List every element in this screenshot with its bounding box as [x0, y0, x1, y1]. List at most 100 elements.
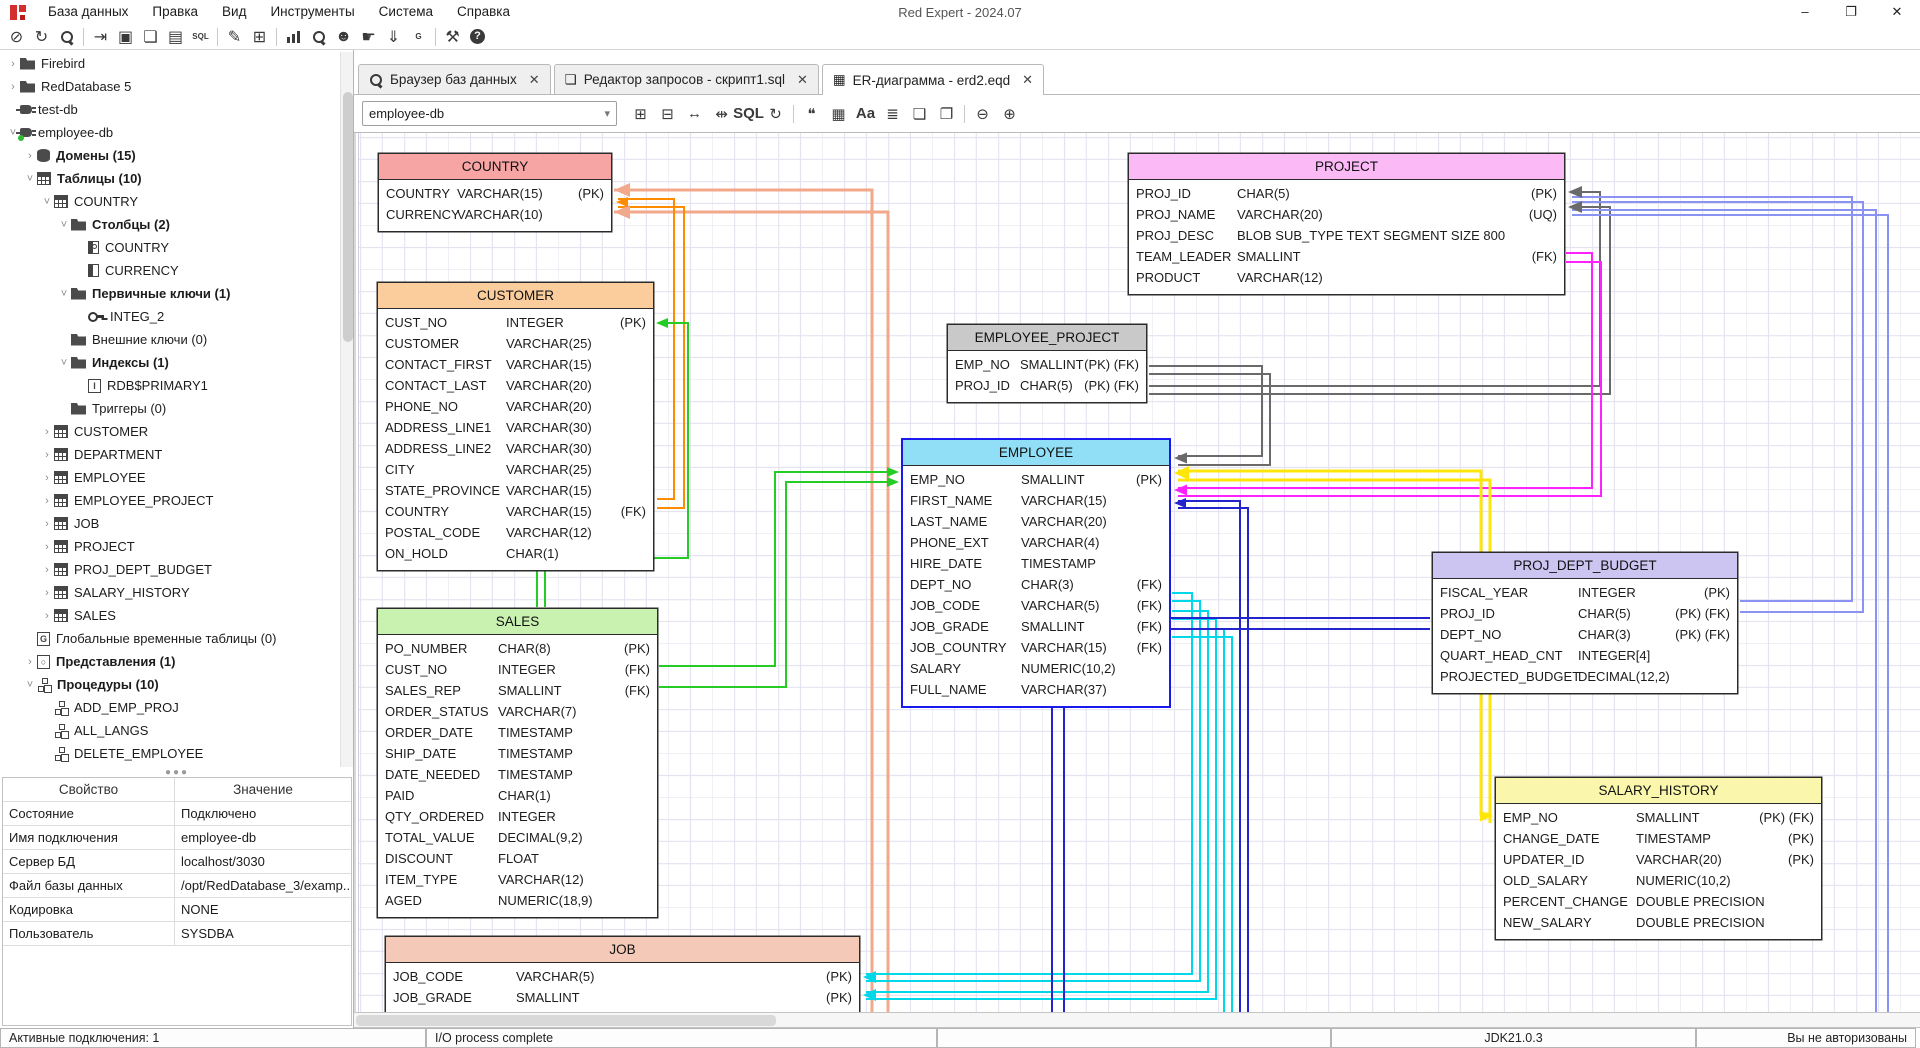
- canvas-horizontal-scrollbar[interactable]: [354, 1012, 1920, 1028]
- tree-item-представления-1[interactable]: ›○Представления (1): [0, 650, 340, 673]
- erd-table-title[interactable]: SALES: [378, 609, 657, 635]
- tree-item-integ-2[interactable]: INTEG_2: [0, 305, 340, 328]
- restore-button[interactable]: ❐: [1828, 0, 1874, 24]
- tree-item-столбцы-2[interactable]: ˅Столбцы (2): [0, 213, 340, 236]
- erd-table-title[interactable]: CUSTOMER: [378, 283, 653, 309]
- edit-script-icon[interactable]: ✎: [222, 26, 247, 48]
- zoom-out-icon[interactable]: ⊖: [970, 103, 995, 125]
- wrench-icon[interactable]: ⚒: [440, 26, 465, 48]
- tree-item-employee-project[interactable]: ›EMPLOYEE_PROJECT: [0, 489, 340, 512]
- chevron-down-icon[interactable]: ˅: [23, 173, 37, 185]
- tab-er-диаграмма-erd2-eqd[interactable]: ▦ER-диаграмма - erd2.eqd✕: [822, 64, 1044, 95]
- erd-table-employee-project[interactable]: EMPLOYEE_PROJECTEMP_NOSMALLINT(PK) (FK)P…: [947, 324, 1147, 403]
- help-icon[interactable]: ?: [465, 26, 490, 48]
- tree-item-глобальные-временные-таблицы-0[interactable]: GГлобальные временные таблицы (0): [0, 627, 340, 650]
- bring-front-icon[interactable]: ❏: [907, 103, 932, 125]
- tab-close-icon[interactable]: ✕: [797, 72, 808, 88]
- erd-table-job[interactable]: JOBJOB_CODEVARCHAR(5)(PK)JOB_GRADESMALLI…: [385, 936, 860, 1012]
- erd-table-title[interactable]: JOB: [386, 937, 859, 963]
- tree-item-внешние-ключи-0[interactable]: Внешние ключи (0): [0, 328, 340, 351]
- chevron-right-icon[interactable]: ›: [23, 656, 37, 668]
- db-refresh-icon[interactable]: ↻: [763, 103, 788, 125]
- tree-item-proj-dept-budget[interactable]: ›PROJ_DEPT_BUDGET: [0, 558, 340, 581]
- tree-item-триггеры-0[interactable]: Триггеры (0): [0, 397, 340, 420]
- tree-item-домены-15[interactable]: ›Домены (15): [0, 144, 340, 167]
- tree-item-country[interactable]: ˅COUNTRY: [0, 190, 340, 213]
- tree-item-currency[interactable]: CURRENCY: [0, 259, 340, 282]
- database-icon[interactable]: ▤: [163, 26, 188, 48]
- panel-splitter[interactable]: ●●●: [0, 767, 354, 777]
- chevron-right-icon[interactable]: ›: [40, 587, 54, 599]
- tree-scrollbar-thumb[interactable]: [343, 92, 353, 342]
- menu-система[interactable]: Система: [367, 0, 445, 24]
- chevron-right-icon[interactable]: ›: [40, 518, 54, 530]
- remove-table-icon[interactable]: ⊟: [655, 103, 680, 125]
- chart-icon[interactable]: [281, 26, 306, 48]
- tree-item-salary-history[interactable]: ›SALARY_HISTORY: [0, 581, 340, 604]
- menu-вид[interactable]: Вид: [210, 0, 258, 24]
- sql-script-icon[interactable]: SQL: [188, 26, 213, 48]
- connection-combo[interactable]: employee-db ▾: [362, 101, 617, 126]
- tree-item-job[interactable]: ›JOB: [0, 512, 340, 535]
- tree-item-project[interactable]: ›PROJECT: [0, 535, 340, 558]
- menu-инструменты[interactable]: Инструменты: [258, 0, 366, 24]
- text-icon[interactable]: Aa: [853, 103, 878, 125]
- new-database-icon[interactable]: ▣: [113, 26, 138, 48]
- erd-table-title[interactable]: EMPLOYEE_PROJECT: [948, 325, 1146, 351]
- menu-база-данных[interactable]: База данных: [36, 0, 140, 24]
- menu-справка[interactable]: Справка: [445, 0, 522, 24]
- generator-icon[interactable]: G: [406, 26, 431, 48]
- canvas-hscroll-thumb[interactable]: [356, 1015, 776, 1026]
- chevron-down-icon[interactable]: ˅: [23, 679, 37, 691]
- comment-icon[interactable]: ❝: [799, 103, 824, 125]
- erd-table-title[interactable]: PROJECT: [1129, 154, 1564, 180]
- export-icon[interactable]: ⇓: [381, 26, 406, 48]
- erd-table-customer[interactable]: CUSTOMERCUST_NOINTEGER(PK)CUSTOMERVARCHA…: [377, 282, 654, 571]
- tree-item-процедуры-10[interactable]: ˅Процедуры (10): [0, 673, 340, 696]
- chevron-right-icon[interactable]: ›: [40, 610, 54, 622]
- erd-table-project[interactable]: PROJECTPROJ_IDCHAR(5)(PK)PROJ_NAMEVARCHA…: [1128, 153, 1565, 295]
- grid-calc-icon[interactable]: ⊞: [247, 26, 272, 48]
- erd-table-title[interactable]: COUNTRY: [379, 154, 611, 180]
- add-table-icon[interactable]: ⊞: [628, 103, 653, 125]
- chevron-right-icon[interactable]: ›: [40, 449, 54, 461]
- tree-item-firebird[interactable]: ›Firebird: [0, 52, 340, 75]
- erd-table-sales[interactable]: SALESPO_NUMBERCHAR(8)(PK)CUST_NOINTEGER(…: [377, 608, 658, 918]
- chevron-right-icon[interactable]: ›: [23, 150, 37, 162]
- tree-item-delete-employee[interactable]: DELETE_EMPLOYEE: [0, 742, 340, 765]
- chevron-right-icon[interactable]: ›: [40, 541, 54, 553]
- chevron-right-icon[interactable]: ›: [40, 426, 54, 438]
- chevron-right-icon[interactable]: ›: [6, 81, 20, 93]
- disconnect-icon[interactable]: ⊘: [4, 26, 29, 48]
- sql-export-icon[interactable]: SQL: [736, 103, 761, 125]
- tree-item-employee[interactable]: ›EMPLOYEE: [0, 466, 340, 489]
- chevron-down-icon[interactable]: ˅: [57, 219, 71, 231]
- tab-браузер-баз-данных[interactable]: Браузер баз данных✕: [358, 64, 551, 94]
- tree-item-all-langs[interactable]: ALL_LANGS: [0, 719, 340, 742]
- new-script-icon[interactable]: ❏: [138, 26, 163, 48]
- fit-height-icon[interactable]: ⇹: [709, 103, 734, 125]
- erd-table-country[interactable]: COUNTRYCOUNTRYVARCHAR(15)(PK)CURRENCYVAR…: [378, 153, 612, 232]
- search-icon[interactable]: [54, 26, 79, 48]
- table-icon[interactable]: ▦: [826, 103, 851, 125]
- fit-width-icon[interactable]: ↔: [682, 103, 707, 125]
- erd-table-title[interactable]: EMPLOYEE: [903, 440, 1169, 466]
- send-back-icon[interactable]: ❐: [934, 103, 959, 125]
- tree-item-первичные-ключи-1[interactable]: ˅Первичные ключи (1): [0, 282, 340, 305]
- erd-table-employee[interactable]: EMPLOYEEEMP_NOSMALLINT(PK)FIRST_NAMEVARC…: [901, 438, 1171, 708]
- user-manager-icon[interactable]: ☻: [331, 26, 356, 48]
- chevron-right-icon[interactable]: ›: [40, 495, 54, 507]
- erd-canvas[interactable]: COUNTRYCOUNTRYVARCHAR(15)(PK)CURRENCYVAR…: [354, 132, 1920, 1012]
- tree-scrollbar[interactable]: [340, 52, 353, 767]
- tree-item-reddatabase-5[interactable]: ›RedDatabase 5: [0, 75, 340, 98]
- tree-item-country[interactable]: COUNTRY: [0, 236, 340, 259]
- tree-item-test-db[interactable]: test-db: [0, 98, 340, 121]
- tab-редактор-запросов-скрипт1-sql[interactable]: ❏Редактор запросов - скрипт1.sql✕: [554, 64, 819, 94]
- erd-table-proj-dept-budget[interactable]: PROJ_DEPT_BUDGETFISCAL_YEARINTEGER(PK)PR…: [1432, 552, 1738, 694]
- connect-icon[interactable]: ⇥: [88, 26, 113, 48]
- tree-item-таблицы-10[interactable]: ˅Таблицы (10): [0, 167, 340, 190]
- tree-item-add-emp-proj[interactable]: ADD_EMP_PROJ: [0, 696, 340, 719]
- reload-icon[interactable]: ↻: [29, 26, 54, 48]
- tree-item-employee-db[interactable]: ˅employee-db: [0, 121, 340, 144]
- tree-item-customer[interactable]: ›CUSTOMER: [0, 420, 340, 443]
